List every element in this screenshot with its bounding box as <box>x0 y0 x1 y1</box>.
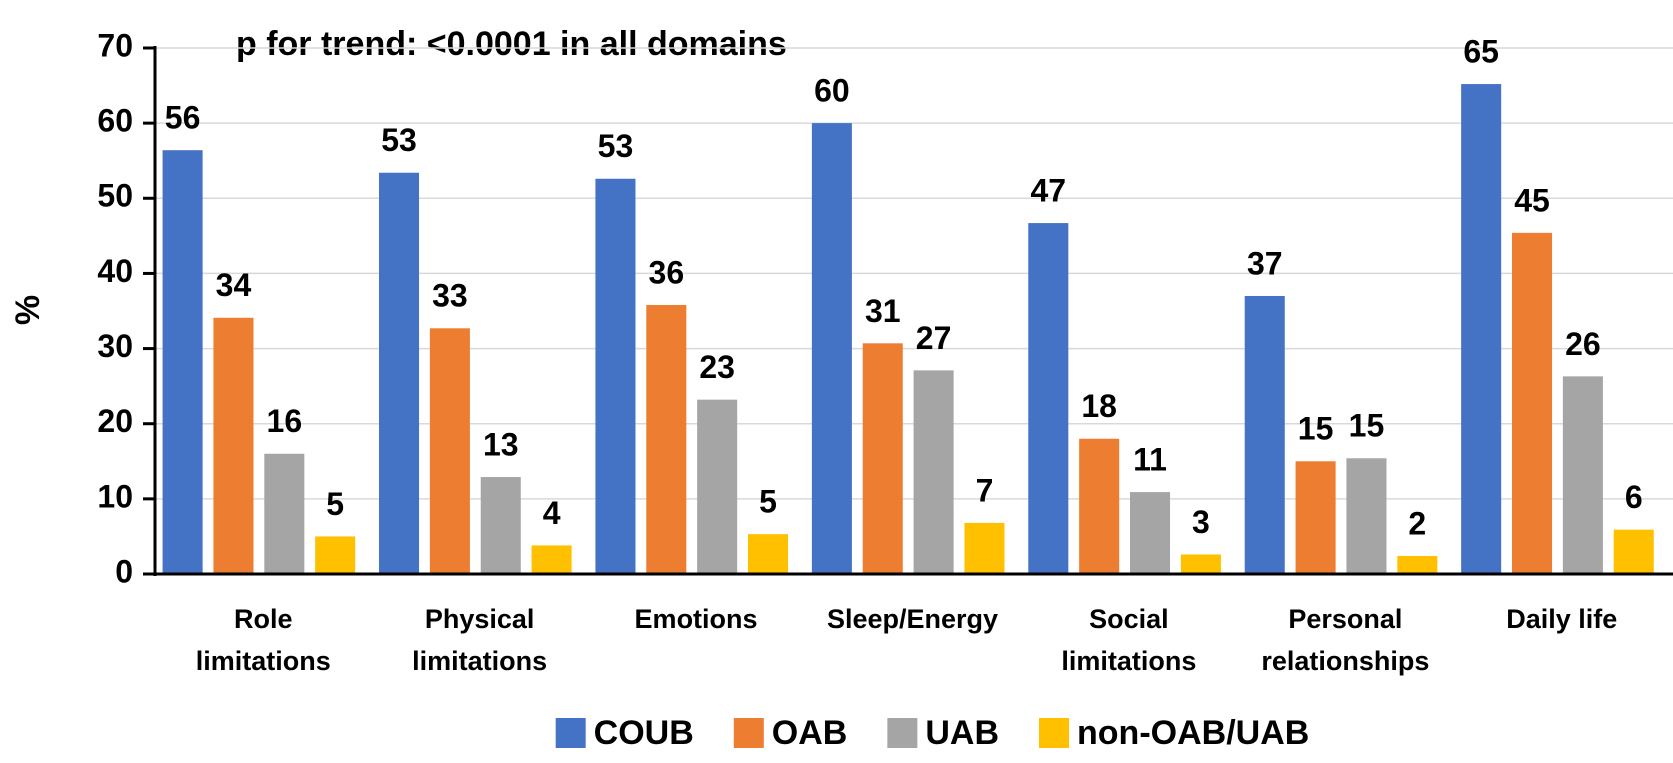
bar <box>379 172 420 575</box>
data-label: 16 <box>267 403 303 439</box>
data-label: 15 <box>1298 411 1334 447</box>
bar <box>646 304 687 574</box>
data-label: 53 <box>381 122 417 158</box>
bar <box>531 545 572 574</box>
data-label: 37 <box>1247 245 1283 281</box>
bar <box>1130 492 1171 574</box>
y-tick-label: 60 <box>97 103 133 139</box>
data-label: 2 <box>1408 505 1426 541</box>
y-tick-label: 50 <box>97 178 133 214</box>
data-label: 6 <box>1625 479 1643 515</box>
bar <box>697 399 738 574</box>
legend-label: OAB <box>772 714 848 752</box>
bar <box>1461 84 1502 574</box>
data-label: 33 <box>432 278 468 314</box>
legend-swatch <box>887 718 918 748</box>
data-label: 31 <box>865 293 901 329</box>
data-label: 47 <box>1031 173 1067 209</box>
data-label: 34 <box>216 267 252 303</box>
bar <box>1244 295 1285 574</box>
bar <box>1295 461 1336 574</box>
legend-label: non-OAB/UAB <box>1077 714 1309 752</box>
bar <box>264 453 305 574</box>
data-label: 5 <box>326 486 344 522</box>
x-tick-label: Sleep/Energy <box>826 604 999 634</box>
x-tick-label: Role limitations <box>195 604 331 676</box>
bar <box>1397 555 1438 574</box>
bar <box>480 477 521 574</box>
x-tick-label: Daily life <box>1506 604 1618 634</box>
data-label: 13 <box>483 427 519 463</box>
y-axis-label: % <box>9 295 47 325</box>
bar <box>1562 376 1603 574</box>
bar <box>862 343 903 574</box>
bar <box>964 522 1005 574</box>
data-label: 7 <box>976 472 994 508</box>
bar <box>1079 438 1120 574</box>
bar <box>811 123 852 575</box>
data-label: 56 <box>165 100 201 136</box>
bar <box>1512 232 1553 574</box>
data-label: 11 <box>1133 442 1167 478</box>
data-label: 60 <box>814 73 850 109</box>
data-label: 26 <box>1565 326 1601 362</box>
bar <box>1346 458 1387 574</box>
y-tick-label: 10 <box>97 478 133 514</box>
bar <box>1028 223 1069 574</box>
y-tick-label: 30 <box>97 328 133 364</box>
bar <box>315 536 356 574</box>
legend-swatch <box>733 718 764 748</box>
bar <box>1180 554 1221 574</box>
data-label: 65 <box>1463 34 1499 70</box>
legend-swatch <box>1039 718 1070 748</box>
data-label: 18 <box>1081 388 1117 424</box>
bar <box>1613 529 1654 574</box>
legend-swatch <box>555 718 586 748</box>
bar <box>162 150 203 575</box>
data-label: 3 <box>1192 504 1210 540</box>
data-label: 45 <box>1514 182 1550 218</box>
legend-label: UAB <box>925 714 999 752</box>
legend-label: COUB <box>594 714 694 752</box>
y-tick-label: 70 <box>97 27 133 63</box>
x-tick-label: Social limitations <box>1061 604 1197 676</box>
data-label: 5 <box>759 484 777 520</box>
data-label: 27 <box>916 320 952 356</box>
data-label: 53 <box>598 128 634 164</box>
data-label: 15 <box>1349 408 1385 444</box>
bar <box>429 328 470 574</box>
bar <box>595 178 636 574</box>
bar <box>748 534 789 574</box>
y-tick-label: 20 <box>97 403 133 439</box>
annotation: p for trend: <0.0001 in all domains <box>236 25 787 63</box>
x-tick-label: Physical limitations <box>412 604 548 676</box>
x-tick-label: Emotions <box>634 604 758 634</box>
bar <box>213 317 254 574</box>
y-tick-label: 40 <box>97 253 133 289</box>
data-label: 36 <box>649 254 685 290</box>
data-label: 23 <box>699 349 735 385</box>
data-label: 4 <box>543 495 561 531</box>
y-tick-label: 0 <box>115 553 133 589</box>
x-tick-label: Personal relationships <box>1261 604 1430 676</box>
bar <box>913 370 954 574</box>
